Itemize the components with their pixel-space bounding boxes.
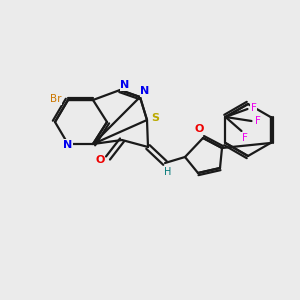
Text: N: N — [63, 140, 73, 150]
Text: N: N — [140, 86, 150, 96]
Text: O: O — [95, 155, 105, 165]
Text: N: N — [120, 80, 130, 90]
Text: F: F — [250, 103, 256, 113]
Text: F: F — [242, 133, 248, 143]
Text: F: F — [254, 116, 260, 126]
Text: Br: Br — [50, 94, 62, 104]
Text: S: S — [151, 113, 159, 123]
Text: O: O — [194, 124, 204, 134]
Text: H: H — [164, 167, 172, 177]
